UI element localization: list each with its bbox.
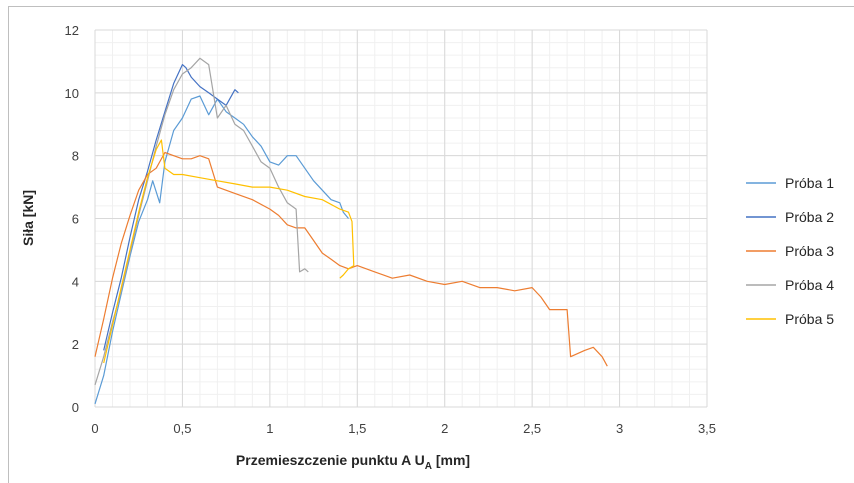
x-axis-title: Przemieszczenie punktu A UA [mm] bbox=[236, 452, 470, 472]
y-tick-label: 12 bbox=[65, 23, 79, 38]
major-gridlines bbox=[94, 29, 708, 408]
x-axis-title-unit: [mm] bbox=[432, 452, 470, 468]
x-tick-label: 2 bbox=[441, 421, 448, 436]
chart-frame bbox=[8, 6, 854, 483]
series-lines bbox=[94, 57, 608, 405]
series-line-5 bbox=[103, 139, 355, 364]
x-tick-label: 0 bbox=[91, 421, 98, 436]
legend-label-4: Próba 4 bbox=[785, 277, 834, 293]
series-line-4 bbox=[94, 57, 309, 386]
series-line-2 bbox=[103, 63, 239, 351]
x-tick-labels: 0 0,5 1 1,5 2 2,5 3 3,5 bbox=[91, 421, 716, 436]
x-axis-title-main: Przemieszczenie punktu A U bbox=[236, 452, 425, 468]
y-tick-label: 8 bbox=[72, 149, 79, 164]
y-tick-label: 2 bbox=[72, 337, 79, 352]
y-axis-title: Siła [kN] bbox=[20, 190, 36, 246]
x-tick-label: 2,5 bbox=[523, 421, 541, 436]
y-tick-label: 4 bbox=[72, 274, 79, 289]
x-tick-label: 1,5 bbox=[348, 421, 366, 436]
legend-label-2: Próba 2 bbox=[785, 209, 834, 225]
legend-label-5: Próba 5 bbox=[785, 311, 834, 327]
x-tick-label: 3,5 bbox=[698, 421, 716, 436]
x-tick-label: 1 bbox=[266, 421, 273, 436]
legend-label-1: Próba 1 bbox=[785, 175, 834, 191]
y-tick-label: 6 bbox=[72, 212, 79, 227]
x-tick-label: 0,5 bbox=[173, 421, 191, 436]
x-tick-label: 3 bbox=[616, 421, 623, 436]
y-tick-label: 10 bbox=[65, 86, 79, 101]
y-tick-labels: 0 2 4 6 8 10 12 bbox=[65, 23, 79, 415]
x-axis-title-subscript: A bbox=[425, 461, 432, 472]
legend: Próba 1 Próba 2 Próba 3 Próba 4 Próba 5 bbox=[746, 175, 834, 327]
series-line-1 bbox=[94, 95, 349, 405]
y-tick-label: 0 bbox=[72, 400, 79, 415]
series-line-3 bbox=[94, 151, 608, 367]
legend-label-3: Próba 3 bbox=[785, 243, 834, 259]
